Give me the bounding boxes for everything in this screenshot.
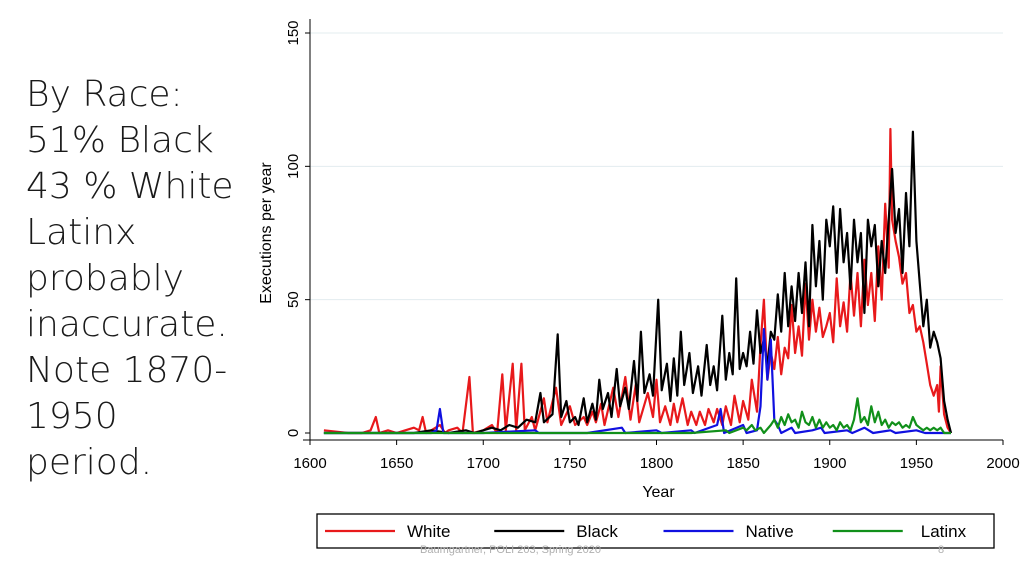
legend-label-black: Black [576,522,618,541]
x-tick-label: 2000 [986,455,1019,472]
x-tick-label: 1750 [553,455,586,472]
footer-credit: Baumgartner, POLI 203, Spring 2020 [420,544,602,556]
slide-text-line: 43 % White [26,166,234,207]
x-tick-label: 1700 [467,455,500,472]
slide-text: By Race: 51% Black 43 % White Latinx pro… [26,72,256,486]
slide-text-line: inaccurate. [26,304,228,345]
slide-text-line: Latinx [26,212,137,253]
x-tick-label: 1850 [726,455,759,472]
y-axis-title: Executions per year [258,162,275,304]
page-number: 8 [938,544,945,556]
slide-text-line: period. [26,442,153,483]
y-tick-label: 100 [285,154,302,179]
y-tick-label: 150 [285,20,302,45]
x-tick-label: 1650 [380,455,413,472]
series-line-latinx [323,397,951,435]
x-tick-label: 1600 [293,455,326,472]
x-axis-title: Year [642,484,675,501]
x-tick-label: 1800 [640,455,673,472]
slide-text-line: 51% Black [26,120,214,161]
slide-text-line: probably [26,258,184,299]
slide-text-line: By Race: [26,74,183,115]
legend-label-white: White [407,522,450,541]
slide-text-line: Note 1870- [26,350,228,391]
x-tick-label: 1950 [900,455,933,472]
series-line-black [323,130,953,435]
legend-label-latinx: Latinx [921,522,967,541]
x-tick-label: 1900 [813,455,846,472]
y-tick-label: 50 [285,291,302,308]
y-tick-label: 0 [285,429,302,437]
slide-text-line: 1950 [26,396,118,437]
legend-label-native: Native [746,522,794,541]
